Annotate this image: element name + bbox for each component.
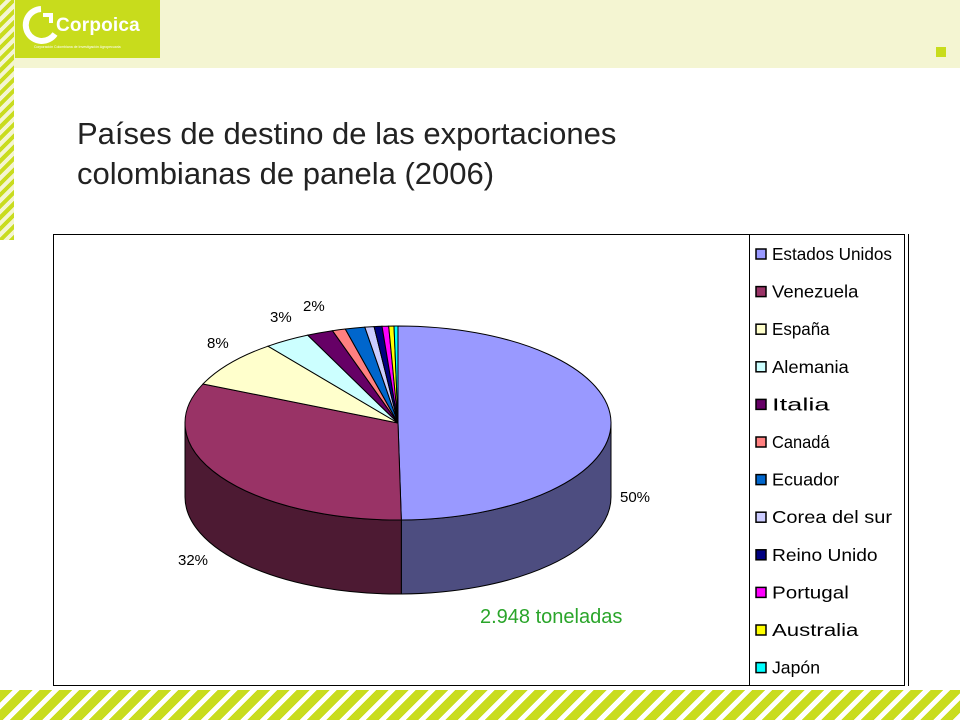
data-label-estados-unidos: 50% (620, 489, 650, 506)
legend-label-reino-unido: Reino Unido (772, 545, 878, 565)
data-label-alemania: 3% (270, 309, 292, 326)
pie-slice-españa (202, 345, 399, 424)
decorative-square (936, 47, 946, 57)
chart-title-line-2: colombianas de panela (2006) (77, 156, 495, 191)
chart-frame (53, 234, 905, 686)
decorative-stripes-left (0, 0, 14, 240)
legend-label-canadá: Canadá (772, 432, 830, 452)
legend-swatch-corea-del-sur (755, 511, 767, 523)
legend-label-portugal: Portugal (772, 582, 849, 602)
pie-slices (184, 325, 612, 521)
legend-swatch-estados-unidos (755, 248, 767, 260)
legend-label-japón: Japón (772, 658, 820, 678)
legend: Estados Unidos Venezuela España Alemania Ita… (755, 244, 892, 678)
legend-frame (749, 234, 905, 686)
legend-swatch-japón (755, 661, 767, 674)
logo-text: Corpoica (56, 15, 140, 36)
chart-title: Países de destino de las exportaciones c… (77, 114, 837, 194)
legend-swatch-españa (755, 323, 767, 335)
pie-data-labels: 50% 32% 8% 3% 2% (178, 298, 650, 569)
legend-swatch-ecuador (755, 473, 767, 486)
chart-title-line-1: Países de destino de las exportaciones (77, 116, 617, 151)
legend-label-italia: Italia (772, 394, 830, 414)
legend-swatch-venezuela (755, 285, 767, 298)
pie-slice-estados-unidos (397, 325, 612, 521)
legend-label-venezuela: Venezuela (772, 282, 859, 302)
legend-swatch-canadá (755, 436, 767, 448)
legend-label-estados-unidos: Estados Unidos (772, 244, 892, 264)
pie-slice-japón (393, 325, 399, 424)
legend-label-españa: España (772, 319, 830, 339)
data-label-españa: 8% (207, 335, 229, 352)
data-label-venezuela: 32% (178, 552, 208, 569)
legend-swatch-portugal (755, 586, 767, 599)
legend-label-ecuador: Ecuador (772, 470, 839, 490)
legend-swatch-alemania (755, 361, 767, 373)
legend-swatch-italia (755, 398, 767, 411)
legend-frame-edge (908, 234, 909, 686)
decorative-stripes-footer (0, 690, 960, 720)
data-label-italia: 2% (303, 298, 325, 315)
legend-label-alemania: Alemania (772, 357, 849, 377)
pie-slice-venezuela (184, 383, 402, 521)
legend-label-australia: Australia (772, 620, 859, 640)
chart-annotation: 2.948 toneladas (480, 606, 622, 628)
logo-mark-icon (22, 6, 58, 44)
legend-swatch-reino-unido (755, 549, 767, 561)
legend-label-corea-del-sur: Corea del sur (772, 507, 892, 527)
logo-subtitle: Corporación Colombiana de Investigación … (34, 45, 121, 49)
header-band (0, 0, 960, 68)
legend-swatch-australia (755, 624, 767, 636)
